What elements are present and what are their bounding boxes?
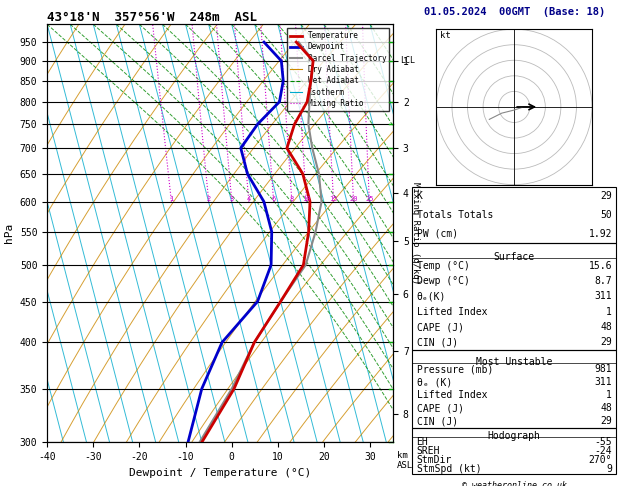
Legend: Temperature, Dewpoint, Parcel Trajectory, Dry Adiabat, Wet Adiabat, Isotherm, Mi: Temperature, Dewpoint, Parcel Trajectory… — [287, 28, 389, 111]
Text: 29: 29 — [600, 337, 612, 347]
Text: 1: 1 — [169, 196, 174, 202]
Text: EH: EH — [416, 436, 428, 447]
Text: 25: 25 — [365, 196, 374, 202]
Text: -55: -55 — [594, 436, 612, 447]
Text: Surface: Surface — [494, 252, 535, 262]
Text: 1.92: 1.92 — [588, 229, 612, 239]
Text: K: K — [416, 191, 423, 201]
Text: Lifted Index: Lifted Index — [416, 390, 487, 400]
Text: Pressure (mb): Pressure (mb) — [416, 364, 493, 374]
Text: 9: 9 — [606, 464, 612, 474]
Text: 10: 10 — [302, 196, 311, 202]
Text: 48: 48 — [600, 322, 612, 332]
Bar — [412, 428, 616, 474]
Text: 311: 311 — [594, 377, 612, 387]
Y-axis label: hPa: hPa — [4, 223, 14, 243]
Text: LCL: LCL — [400, 56, 415, 66]
Text: CAPE (J): CAPE (J) — [416, 322, 464, 332]
Bar — [412, 350, 616, 428]
X-axis label: Dewpoint / Temperature (°C): Dewpoint / Temperature (°C) — [129, 468, 311, 478]
Text: Lifted Index: Lifted Index — [416, 307, 487, 317]
Text: CAPE (J): CAPE (J) — [416, 403, 464, 413]
Text: SREH: SREH — [416, 446, 440, 456]
Text: StmDir: StmDir — [416, 455, 452, 465]
Bar — [412, 187, 616, 243]
Text: 15.6: 15.6 — [588, 261, 612, 271]
Text: 43°18'N  357°56'W  248m  ASL: 43°18'N 357°56'W 248m ASL — [47, 11, 257, 24]
Text: Temp (°C): Temp (°C) — [416, 261, 469, 271]
Text: 2: 2 — [206, 196, 211, 202]
Text: 29: 29 — [600, 191, 612, 201]
Text: 8.7: 8.7 — [594, 276, 612, 286]
Text: 15: 15 — [330, 196, 338, 202]
Text: 4: 4 — [247, 196, 251, 202]
Text: 29: 29 — [600, 416, 612, 426]
Text: © weatheronline.co.uk: © weatheronline.co.uk — [462, 481, 567, 486]
Text: CIN (J): CIN (J) — [416, 337, 458, 347]
Text: θₑ(K): θₑ(K) — [416, 292, 446, 301]
Text: 20: 20 — [349, 196, 358, 202]
Text: 48: 48 — [600, 403, 612, 413]
Text: StmSpd (kt): StmSpd (kt) — [416, 464, 481, 474]
Text: 8: 8 — [290, 196, 294, 202]
Text: km
ASL: km ASL — [397, 451, 413, 470]
Text: CIN (J): CIN (J) — [416, 416, 458, 426]
Text: 50: 50 — [600, 210, 612, 220]
Text: Most Unstable: Most Unstable — [476, 357, 552, 366]
Text: PW (cm): PW (cm) — [416, 229, 458, 239]
Text: Totals Totals: Totals Totals — [416, 210, 493, 220]
Text: -24: -24 — [594, 446, 612, 456]
Text: θₑ (K): θₑ (K) — [416, 377, 452, 387]
Text: 1: 1 — [606, 307, 612, 317]
Text: 270°: 270° — [588, 455, 612, 465]
Text: 3: 3 — [230, 196, 234, 202]
Text: Hodograph: Hodograph — [487, 431, 541, 441]
Text: 01.05.2024  00GMT  (Base: 18): 01.05.2024 00GMT (Base: 18) — [423, 7, 605, 17]
Text: 1: 1 — [606, 390, 612, 400]
Text: 981: 981 — [594, 364, 612, 374]
Bar — [412, 243, 616, 350]
Text: 311: 311 — [594, 292, 612, 301]
Y-axis label: Mixing Ratio (g/kg): Mixing Ratio (g/kg) — [411, 182, 420, 284]
Text: Dewp (°C): Dewp (°C) — [416, 276, 469, 286]
Text: 6: 6 — [272, 196, 276, 202]
